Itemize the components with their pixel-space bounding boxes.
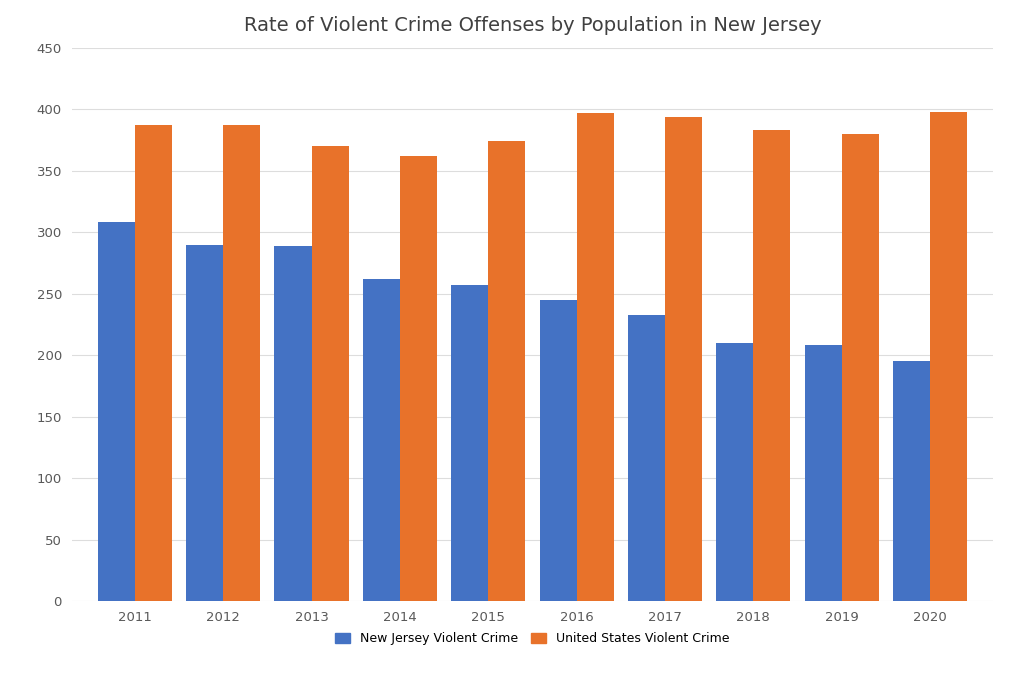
- Bar: [362, 279, 400, 601]
- Bar: [893, 361, 930, 601]
- Bar: [488, 141, 525, 601]
- Bar: [842, 134, 879, 601]
- Bar: [628, 315, 665, 601]
- Bar: [665, 117, 702, 601]
- Bar: [135, 125, 172, 601]
- Bar: [805, 346, 842, 601]
- Legend: New Jersey Violent Crime, United States Violent Crime: New Jersey Violent Crime, United States …: [331, 627, 734, 650]
- Bar: [186, 245, 223, 601]
- Bar: [223, 125, 260, 601]
- Bar: [97, 223, 135, 601]
- Bar: [452, 285, 488, 601]
- Bar: [930, 112, 968, 601]
- Bar: [400, 156, 437, 601]
- Bar: [540, 300, 577, 601]
- Bar: [754, 130, 791, 601]
- Bar: [311, 146, 349, 601]
- Title: Rate of Violent Crime Offenses by Population in New Jersey: Rate of Violent Crime Offenses by Popula…: [244, 16, 821, 35]
- Bar: [274, 246, 311, 601]
- Bar: [577, 113, 613, 601]
- Bar: [716, 343, 754, 601]
